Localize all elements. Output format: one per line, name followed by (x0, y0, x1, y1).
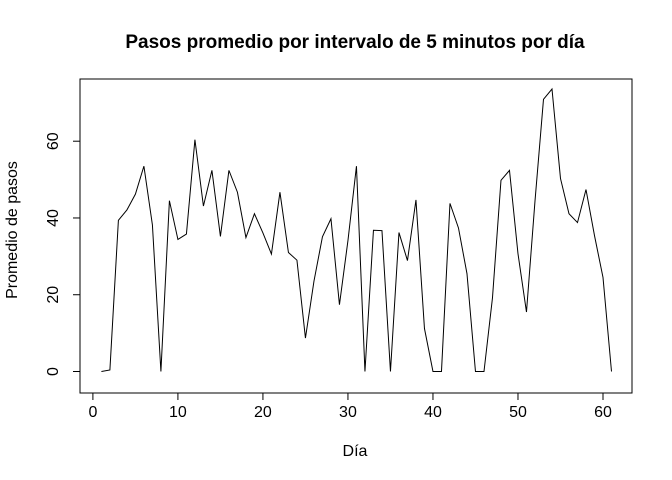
plot-frame (79, 78, 633, 394)
x-axis-label: Día (343, 443, 368, 460)
y-tick-label: 40 (45, 209, 62, 227)
x-tick-label: 10 (169, 404, 187, 421)
x-tick-label: 30 (339, 404, 357, 421)
y-tick-label: 20 (45, 286, 62, 304)
y-tick-label: 0 (45, 367, 62, 376)
y-axis-label: Promedio de pasos (4, 161, 21, 299)
y-tick-label: 60 (45, 132, 62, 150)
x-tick-label: 60 (594, 404, 612, 421)
y-axis: 0 20 40 60 (45, 132, 81, 376)
x-tick-label: 40 (424, 404, 442, 421)
x-axis: 0 10 20 30 40 50 60 (88, 392, 612, 421)
chart-title: Pasos promedio por intervalo de 5 minuto… (125, 32, 585, 53)
x-tick-label: 0 (88, 404, 97, 421)
series-line (101, 87, 612, 372)
x-tick-label: 20 (254, 404, 272, 421)
x-tick-label: 50 (509, 404, 527, 421)
